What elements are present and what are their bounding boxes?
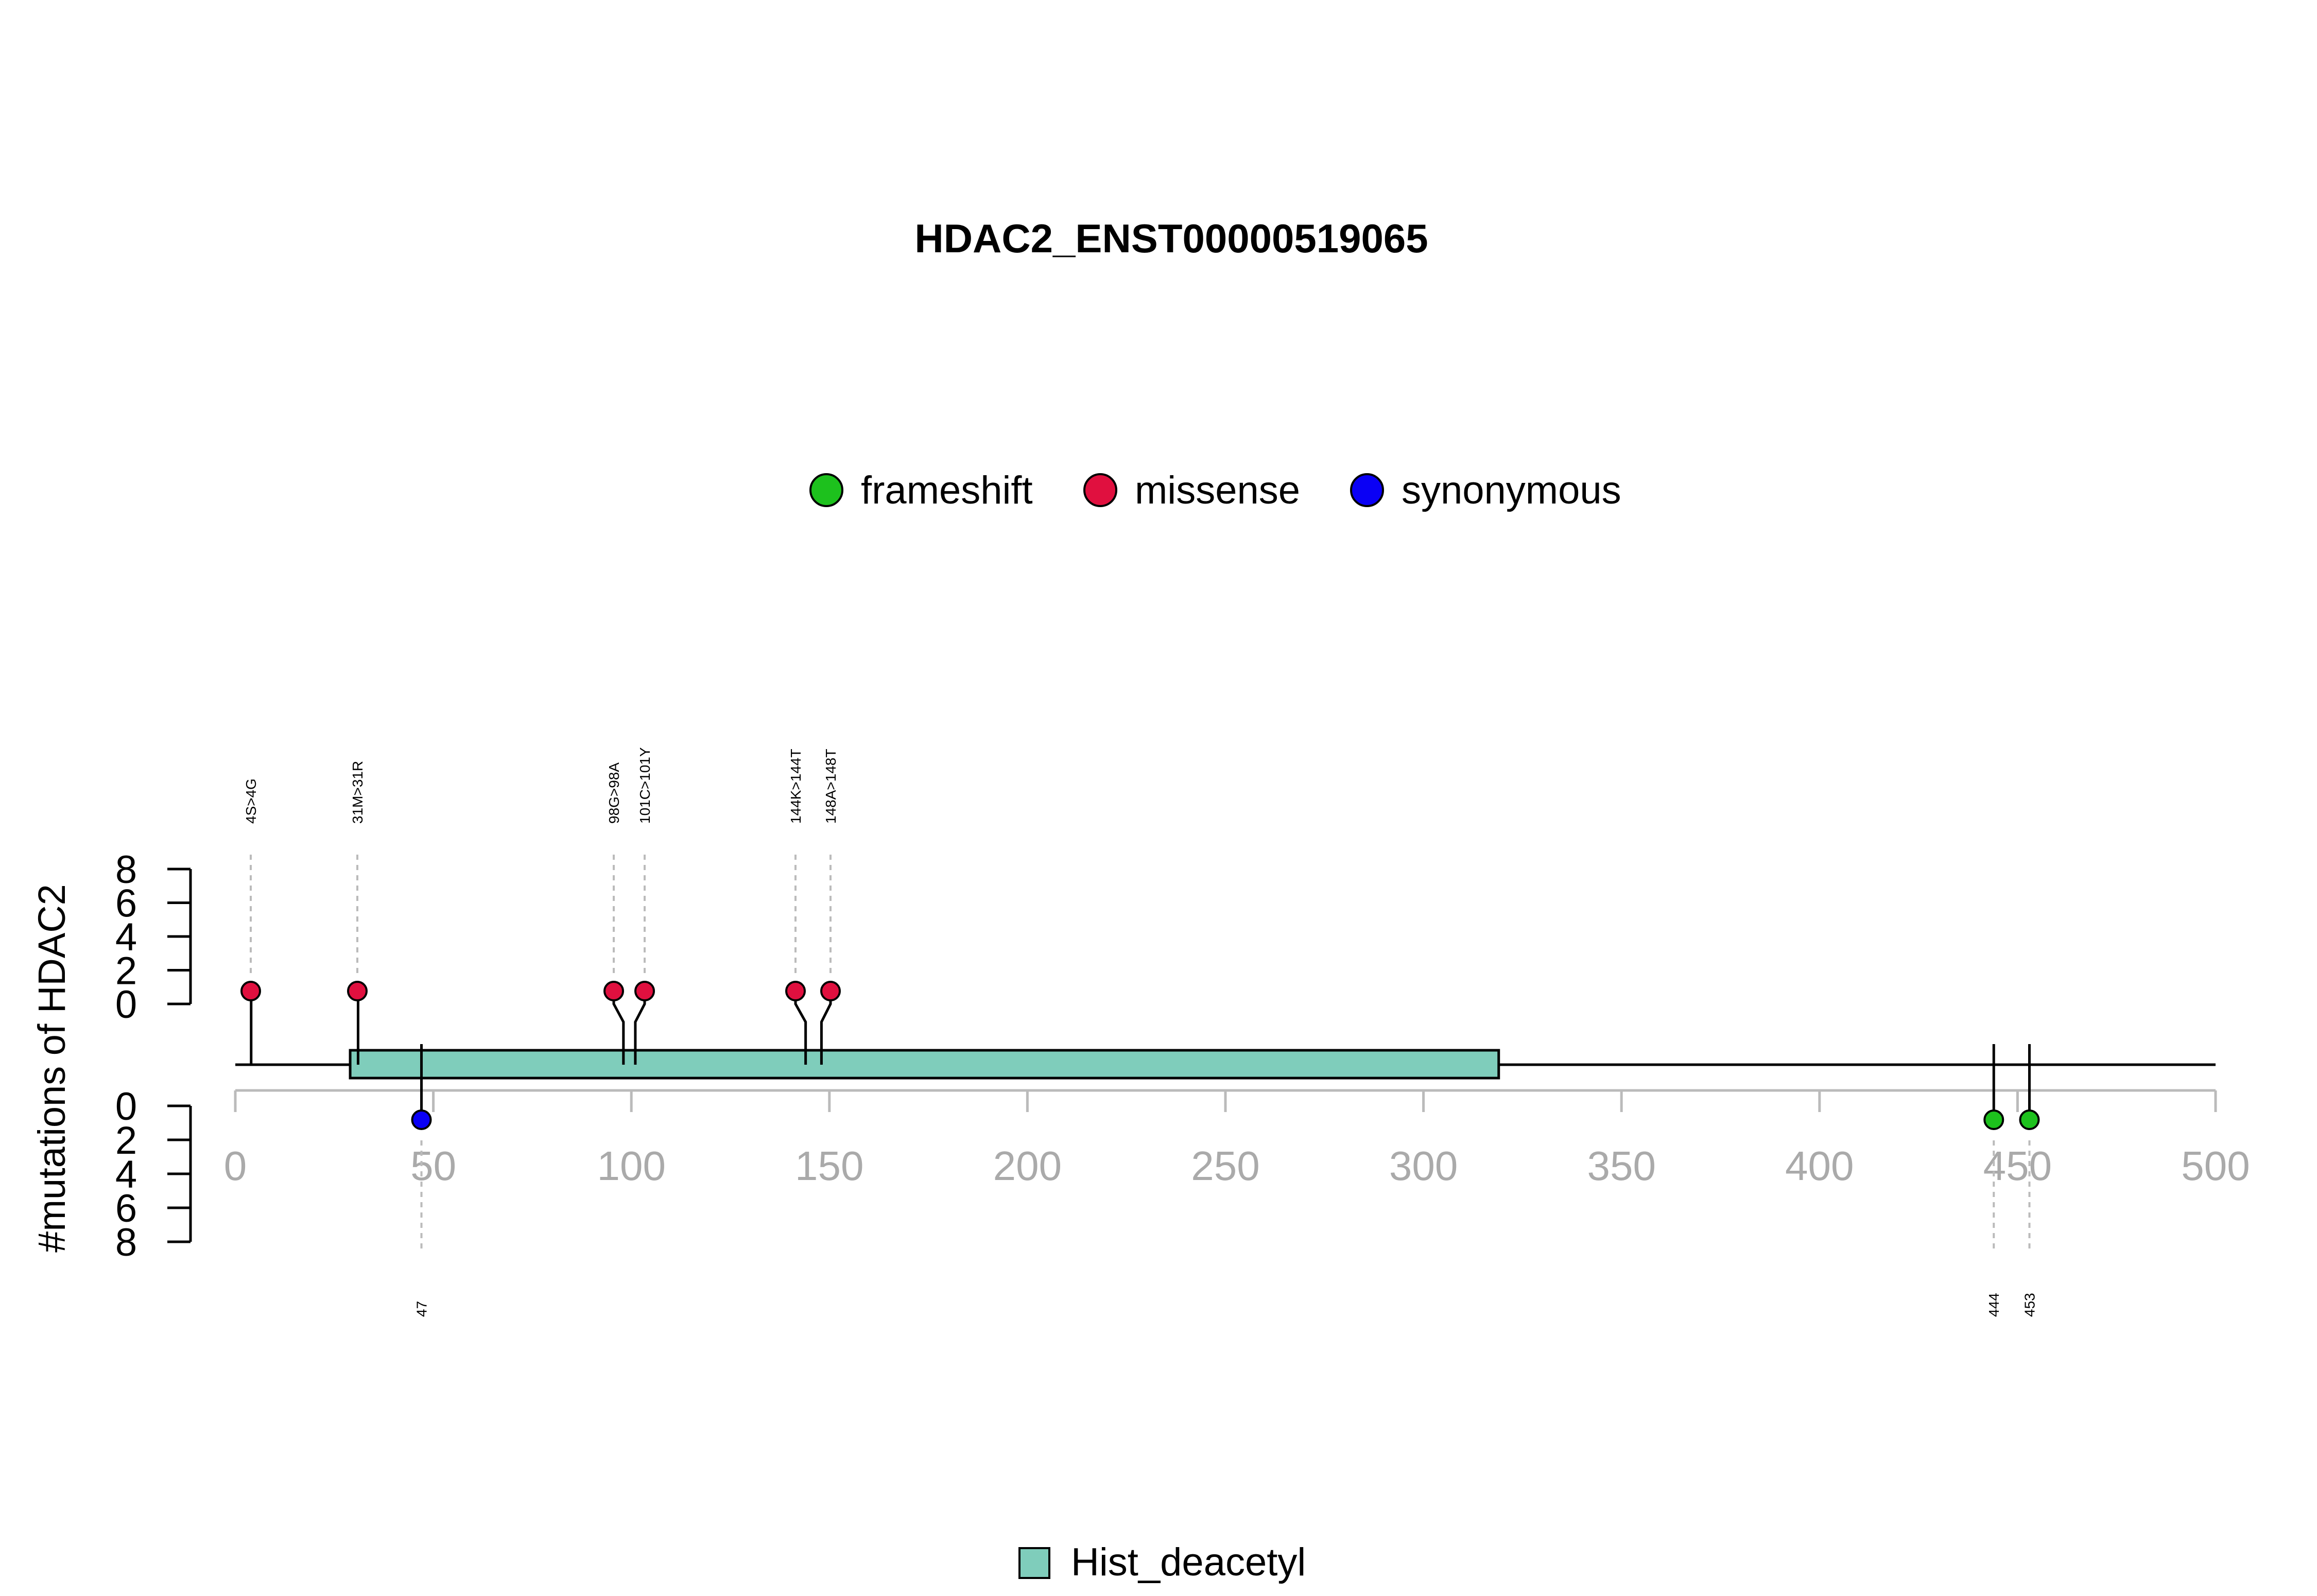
legend-marker-missense: [1083, 473, 1117, 507]
x-tick-label: 50: [410, 1143, 456, 1189]
upper-y-tick-label: 8: [115, 848, 137, 892]
domain-legend-label: Hist_deacetyl: [1071, 1540, 1306, 1584]
x-tick-label: 200: [993, 1143, 1062, 1189]
legend-marker-synonymous: [1350, 473, 1384, 507]
x-tick-label: 350: [1587, 1143, 1655, 1189]
x-axis: 0 50 100 150 200 250 300 350 400 450 500: [224, 1089, 2250, 1189]
mutation-label: 148A>148T: [823, 749, 839, 824]
upper-y-tick-label: 6: [115, 882, 137, 926]
lollipop-head-synonymous: [411, 1109, 432, 1130]
legend-label-frameshift: frameshift: [861, 469, 1033, 512]
domain-legend-swatch: [1018, 1547, 1050, 1579]
lower-y-tick-label: 6: [115, 1187, 137, 1230]
x-tick-label: 500: [2181, 1143, 2250, 1189]
legend-label-missense: missense: [1135, 469, 1300, 512]
upper-y-tick-label: 2: [115, 949, 137, 993]
mutation-label: 31M>31R: [350, 761, 366, 824]
upper-y-tick-label: 4: [115, 915, 137, 959]
domain-legend: Hist_deacetyl: [1018, 1540, 1306, 1584]
mutation-label: 47: [414, 1301, 430, 1317]
lower-y-tick-label: 4: [115, 1153, 137, 1196]
x-tick-label: 400: [1785, 1143, 1854, 1189]
lollipop-head-missense: [634, 981, 655, 1001]
mutation-label: 98G>98A: [606, 762, 622, 824]
mutation-label: 101C>101Y: [637, 747, 653, 824]
legend-marker-frameshift: [809, 473, 843, 507]
mutation-type-legend: frameshift missense synonymous: [809, 469, 1621, 512]
lollipop-head-frameshift: [2019, 1109, 2040, 1130]
x-tick-label: 0: [224, 1143, 247, 1189]
mutation-label: 444: [1986, 1293, 2002, 1317]
x-tick-label: 300: [1389, 1143, 1458, 1189]
domain-Hist_deacetyl: [349, 1049, 1500, 1080]
x-tick-label: 250: [1191, 1143, 1259, 1189]
lower-lollipops: 47 444 453: [411, 1044, 2040, 1317]
mutation-label: 144K>144T: [788, 749, 804, 824]
domain-track: [349, 1049, 1500, 1080]
x-tick-label: 100: [597, 1143, 665, 1189]
lollipop-head-missense: [347, 981, 368, 1001]
upper-y-tick-label: 0: [115, 983, 137, 1027]
mutation-label: 4S>4G: [243, 778, 259, 824]
mutation-label: 453: [2021, 1293, 2037, 1317]
lollipop-head-missense: [820, 981, 841, 1001]
lollipop-head-missense: [603, 981, 624, 1001]
chart-title: HDAC2_ENST00000519065: [914, 216, 1428, 261]
upper-lollipops: 4S>4G 31M>31R 98G>98A 101C>101Y 144K>144T 148…: [240, 747, 841, 1065]
lower-y-tick-label: 8: [115, 1221, 137, 1264]
lollipop-head-missense: [785, 981, 806, 1001]
lower-y-tick-label: 2: [115, 1119, 137, 1163]
y-axis-label: #mutations of HDAC2: [30, 884, 73, 1253]
lollipop-head-missense: [240, 981, 261, 1001]
lower-y-tick-label: 0: [115, 1085, 137, 1129]
x-tick-label: 150: [795, 1143, 863, 1189]
lollipop-head-frameshift: [1983, 1109, 2004, 1130]
legend-label-synonymous: synonymous: [1402, 469, 1621, 512]
